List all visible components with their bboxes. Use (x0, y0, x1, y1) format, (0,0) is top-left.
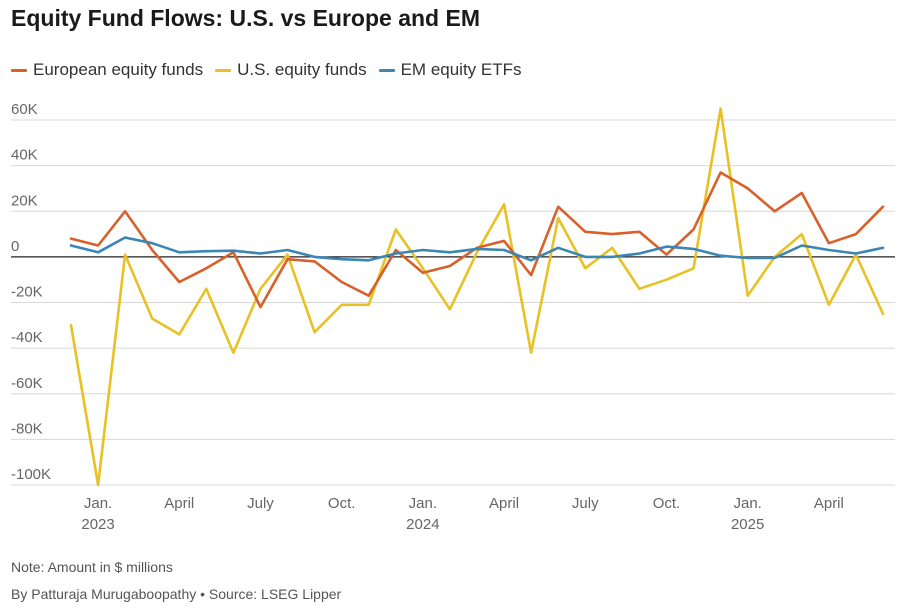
y-tick-label: 60K (11, 101, 38, 118)
x-tick-label: Oct. (328, 495, 356, 512)
y-tick-label: -100K (11, 466, 51, 483)
legend-item-european: European equity funds (11, 60, 203, 80)
legend-swatch-european (11, 68, 27, 72)
em-equity-etfs-line (69, 236, 885, 262)
y-tick-label: -40K (11, 329, 43, 346)
legend-item-us: U.S. equity funds (215, 60, 367, 80)
x-tick-label: Jan. (84, 495, 112, 512)
x-tick-label: April (164, 495, 194, 512)
x-tick-year-label: 2024 (406, 516, 439, 533)
legend-swatch-us (215, 68, 232, 72)
x-tick-label: Jan. (409, 495, 437, 512)
us-equity-funds-line (69, 107, 885, 487)
legend-item-em: EM equity ETFs (378, 60, 522, 80)
european-equity-funds-line (69, 171, 885, 309)
x-tick-label: April (814, 495, 844, 512)
credit-text: By Patturaja Murugaboopathy • Source: LS… (11, 586, 342, 602)
legend: European equity funds U.S. equity funds … (11, 60, 522, 80)
legend-label-em: EM equity ETFs (400, 60, 522, 79)
x-tick-label: July (572, 495, 599, 512)
y-tick-label: -20K (11, 284, 43, 301)
y-tick-label: -60K (11, 375, 43, 392)
y-tick-label: 0 (11, 238, 19, 255)
x-tick-label: April (489, 495, 519, 512)
note-text: Note: Amount in $ millions (11, 559, 173, 575)
y-tick-label: -80K (11, 420, 43, 437)
legend-swatch-em (378, 68, 395, 72)
y-tick-label: 40K (11, 147, 38, 164)
x-tick-year-label: 2025 (731, 516, 764, 533)
chart-title: Equity Fund Flows: U.S. vs Europe and EM (11, 5, 480, 31)
x-tick-label: July (247, 495, 274, 512)
legend-label-us: U.S. equity funds (237, 60, 367, 79)
x-tick-label: Jan. (733, 495, 761, 512)
x-tick-year-label: 2023 (81, 516, 114, 533)
y-tick-label: 20K (11, 192, 38, 209)
legend-label-european: European equity funds (33, 60, 204, 79)
x-tick-label: Oct. (653, 495, 681, 512)
